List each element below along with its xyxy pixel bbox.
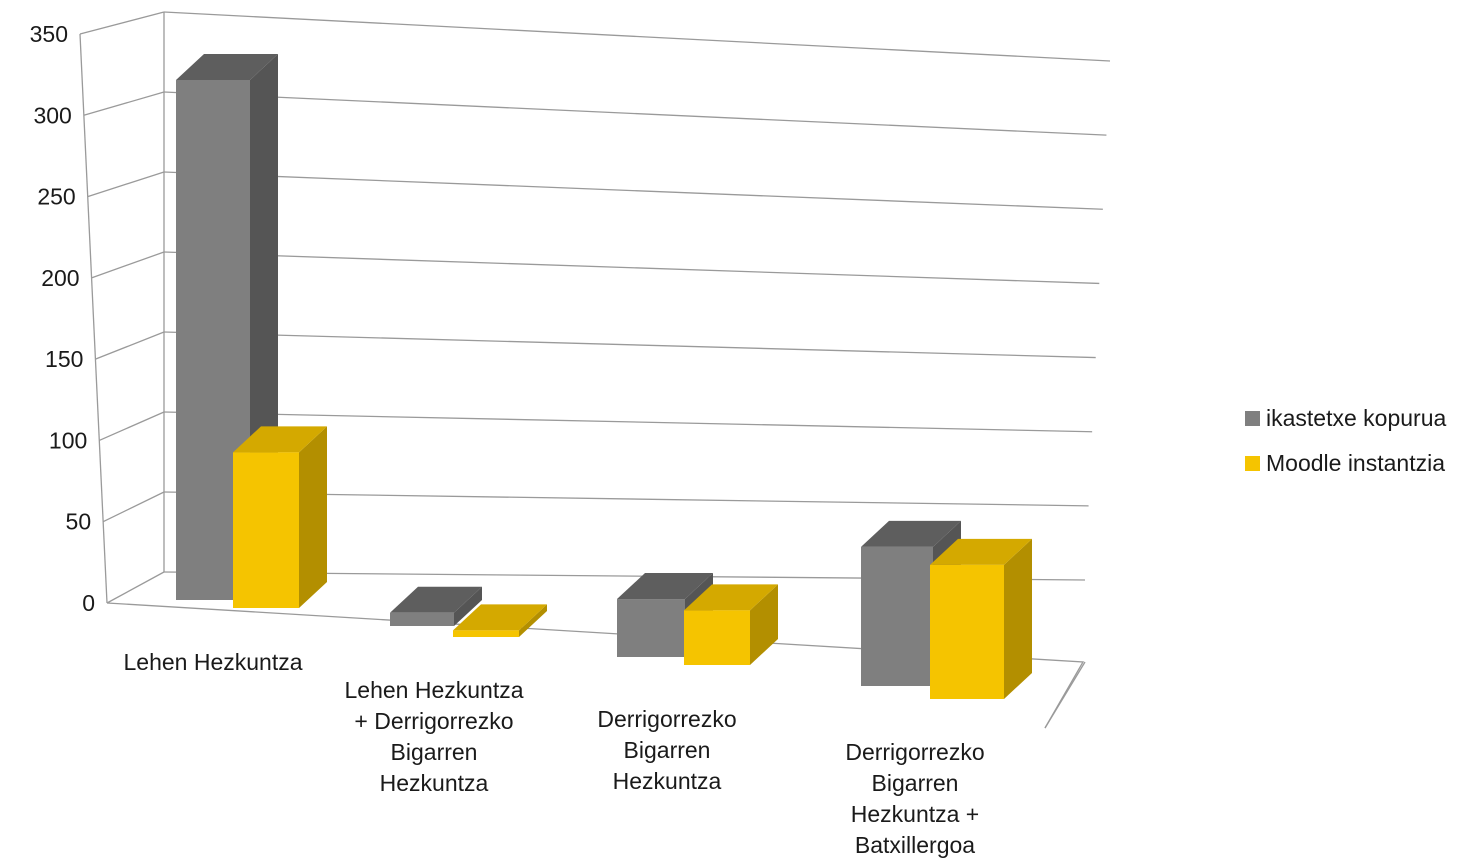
left-wall-edge	[79, 33, 108, 604]
floor-right-edge	[1044, 661, 1086, 729]
gridline-left-0	[106, 571, 165, 604]
legend-item-moodle: Moodle instantzia	[1245, 441, 1446, 486]
y-tick-label: 200	[41, 265, 79, 291]
bar-moodle-1-top	[453, 604, 547, 631]
gridline-left-350	[79, 11, 165, 35]
y-tick-label: 100	[49, 427, 87, 453]
bar-moodle-3-top	[930, 538, 1032, 565]
x-category-label: Derrigorrezko Bigarren Hezkuntza + Batxille…	[845, 739, 984, 858]
gridline-left-50	[102, 491, 165, 523]
labels: 0 50 100 150 200 250 300 350 Lehen Hezkuntza Lehe…	[30, 21, 985, 858]
bar-ikastetxe-1-top	[390, 586, 482, 613]
x-category-label: Lehen Hezkuntza + Derrigorrezko Bigarren He…	[344, 677, 523, 796]
gridline-left-250	[87, 171, 165, 198]
legend-label-ikastetxe: ikastetxe kopurua	[1266, 405, 1447, 431]
legend: ikastetxe kopurua Moodle instantzia	[1245, 396, 1446, 486]
bar-moodle-0-side	[299, 426, 327, 608]
gridline-back-350	[163, 11, 1111, 62]
gridline-back-150	[163, 331, 1096, 359]
y-tick-label: 350	[30, 21, 68, 47]
bar-moodle-1-side	[519, 604, 547, 637]
bar-moodle-2	[684, 610, 750, 665]
bar-moodle-1	[453, 630, 519, 637]
bar-moodle-3	[930, 564, 1004, 699]
legend-swatch-yellow	[1245, 456, 1260, 471]
bar-ikastetxe-3-top	[861, 520, 961, 547]
bar-ikastetxe-1	[390, 612, 454, 626]
x-category-label: Lehen Hezkuntza	[123, 649, 302, 675]
y-tick-label: 150	[45, 346, 83, 372]
bar-moodle-0-top	[233, 426, 327, 453]
gridline-left-300	[83, 91, 165, 116]
bar-moodle-2-top	[684, 584, 778, 611]
bars	[176, 54, 1032, 699]
bar-moodle-3-side	[1004, 538, 1032, 699]
gridline-back-100	[163, 411, 1093, 433]
gridline-left-150	[95, 331, 165, 360]
legend-label-moodle: Moodle instantzia	[1266, 450, 1445, 476]
x-category-label: Derrigorrezko Bigarren Hezkuntza	[597, 706, 736, 794]
legend-item-ikastetxe: ikastetxe kopurua	[1245, 396, 1446, 441]
bar-ikastetxe-2-top	[617, 573, 713, 600]
gridline-back-200	[163, 251, 1100, 285]
y-tick-label: 250	[37, 184, 75, 210]
gridline-back-250	[163, 171, 1103, 210]
y-tick-label: 50	[66, 509, 92, 535]
bar-ikastetxe-2	[617, 599, 685, 657]
gridline-back-300	[163, 91, 1107, 136]
legend-swatch-gray	[1245, 411, 1260, 426]
y-tick-label: 0	[82, 590, 95, 616]
bar-ikastetxe-0-top	[176, 54, 278, 80]
bar-ikastetxe-1-side	[454, 586, 482, 626]
gridline-left-100	[99, 411, 165, 442]
y-tick-label: 300	[33, 102, 71, 128]
bar-moodle-0	[233, 452, 299, 608]
bar-ikastetxe-3	[861, 546, 933, 686]
bar-moodle-2-side	[750, 584, 778, 665]
gridline-left-200	[91, 251, 165, 279]
